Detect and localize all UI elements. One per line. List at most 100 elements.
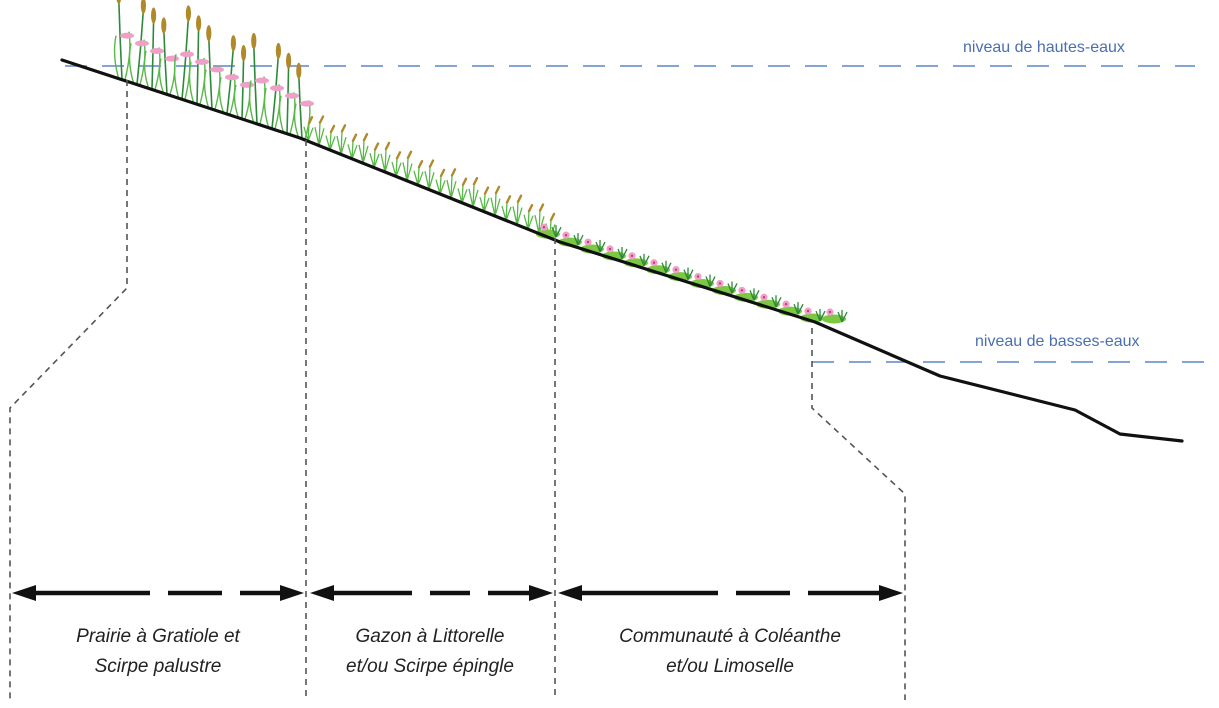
- flower-center: [806, 309, 810, 313]
- rosette: [815, 309, 826, 322]
- pink-flower: [120, 32, 134, 39]
- flower-center: [762, 296, 766, 299]
- grass-tuft: [336, 131, 347, 155]
- zone-3-label-line1: Communauté à Coléanthe: [619, 626, 841, 647]
- reed-spike: [185, 5, 191, 22]
- flower-center: [784, 302, 788, 306]
- grass-tuft: [391, 158, 402, 177]
- grass-tuft: [358, 140, 369, 164]
- flower-center: [828, 310, 832, 314]
- rosette: [771, 295, 782, 308]
- grass-spike: [329, 124, 336, 134]
- rosette: [661, 260, 672, 274]
- reed-leaf: [278, 95, 285, 134]
- grass-spike: [340, 124, 347, 133]
- grass-tuft: [479, 193, 490, 212]
- flower-center: [542, 226, 546, 229]
- reed-leaf: [203, 69, 210, 110]
- reed-leaf: [188, 61, 195, 105]
- grass-spike: [472, 177, 479, 186]
- pink-flower: [285, 92, 299, 99]
- reed-spike: [151, 7, 157, 24]
- pink-flower: [135, 40, 149, 47]
- reed-stem: [181, 17, 190, 100]
- grass-spike: [395, 151, 402, 160]
- zone-arrow-1: [12, 585, 304, 601]
- grass-spike: [516, 194, 523, 203]
- reed-stem: [208, 37, 213, 110]
- rosette: [727, 281, 738, 294]
- pink-flower: [270, 85, 284, 92]
- grass-tuft: [314, 122, 325, 146]
- grass-spike: [362, 133, 369, 142]
- flower-center: [630, 254, 634, 258]
- grass-tuft: [523, 211, 534, 230]
- grass-tuft: [424, 166, 435, 190]
- rosette: [551, 225, 562, 238]
- grass-spike: [538, 203, 545, 212]
- grass-spike: [439, 168, 446, 178]
- reed-spike: [140, 0, 146, 14]
- reed-spike: [241, 44, 247, 61]
- reed-leaf: [218, 77, 225, 115]
- flower-center: [674, 268, 678, 271]
- flower-center: [564, 233, 568, 237]
- reed-stem: [151, 19, 155, 90]
- flower-center: [718, 282, 722, 285]
- grass-tuft: [402, 157, 413, 181]
- reed-spike: [161, 17, 167, 34]
- reed-stem: [196, 27, 200, 105]
- grass-spike: [318, 115, 325, 124]
- reed-leaf: [248, 80, 255, 125]
- reed-spike: [116, 0, 121, 4]
- grass-tuft: [468, 184, 479, 208]
- rosette: [617, 246, 628, 260]
- grass-spike: [384, 141, 391, 151]
- rosette: [683, 267, 694, 280]
- grass-spike: [450, 168, 457, 177]
- reed-spike: [196, 15, 202, 32]
- grass-spike: [428, 159, 435, 168]
- reed-stem: [118, 0, 123, 80]
- reed-leaf: [113, 35, 120, 80]
- grass-spike: [505, 195, 512, 204]
- guide-line-left: [9, 80, 128, 700]
- grass-spike: [494, 185, 501, 195]
- reed-spike: [296, 62, 302, 79]
- ground-profile: [60, 58, 1184, 443]
- flower-center: [586, 240, 590, 244]
- zone-1-label-line2: Scirpe palustre: [95, 656, 222, 677]
- reed-stem: [253, 44, 258, 124]
- vegetation-layer: [113, 0, 848, 324]
- grass-spike: [527, 204, 534, 213]
- reed-leaf: [233, 84, 240, 120]
- grass-spike: [307, 116, 314, 125]
- grass-spike: [549, 212, 556, 222]
- grass-tuft: [369, 149, 380, 168]
- reed-leaf: [143, 50, 150, 90]
- pink-flower: [225, 74, 239, 81]
- reed-leaf: [128, 43, 135, 85]
- rosette: [705, 274, 716, 287]
- grass-tuft: [501, 202, 512, 221]
- reed-stem: [271, 54, 280, 129]
- grass-spike: [406, 150, 413, 159]
- reed-leaf: [263, 87, 270, 130]
- grass-tuft: [435, 175, 446, 195]
- grass-tuft: [380, 148, 391, 173]
- pink-flower: [150, 47, 164, 54]
- zone-2-label-line1: Gazon à Littorelle: [356, 626, 505, 647]
- reed-spike: [251, 32, 257, 49]
- grass-tuft: [512, 201, 523, 225]
- reed-spike: [275, 42, 281, 59]
- reed-spike: [206, 25, 212, 42]
- grass-spike: [461, 177, 468, 186]
- zone-arrow-2: [310, 585, 553, 601]
- reed-stem: [286, 64, 290, 134]
- grass-tuft: [325, 131, 336, 151]
- high-water-label: niveau de hautes-eaux: [963, 39, 1125, 56]
- grass-tuft: [413, 167, 424, 186]
- reed-leaf: [293, 103, 300, 140]
- rosette: [639, 253, 650, 267]
